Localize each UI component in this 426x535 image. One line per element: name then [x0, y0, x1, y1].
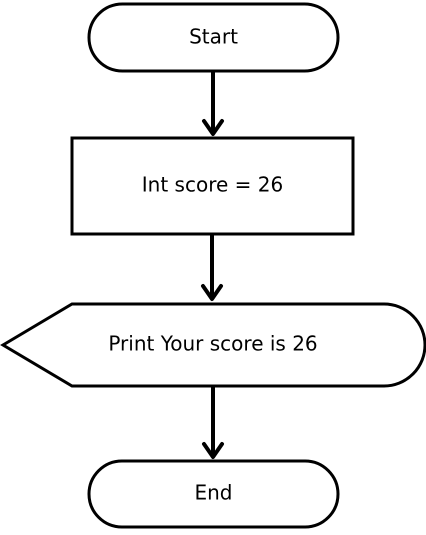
start-node: Start — [87, 2, 340, 73]
assign-label: Int score = 26 — [142, 173, 283, 197]
end-node: End — [87, 459, 340, 529]
assign-process-shape — [70, 136, 355, 236]
display-label: Print Your score is 26 — [108, 332, 317, 356]
edge-start-to-assign-arrowhead — [202, 119, 224, 136]
edge-start-to-assign — [202, 71, 224, 136]
display-node: Print Your score is 26 — [0, 302, 426, 388]
assign-node: Int score = 26 — [70, 136, 355, 236]
edge-assign-to-display-arrowhead — [201, 284, 223, 301]
display-output-shape — [0, 302, 426, 388]
edge-display-to-end — [202, 386, 224, 459]
edge-assign-to-display — [201, 234, 223, 301]
start-label: Start — [189, 25, 238, 49]
end-terminator-shape — [87, 459, 340, 529]
edge-display-to-end-arrowhead — [202, 442, 224, 459]
end-label: End — [194, 481, 232, 505]
